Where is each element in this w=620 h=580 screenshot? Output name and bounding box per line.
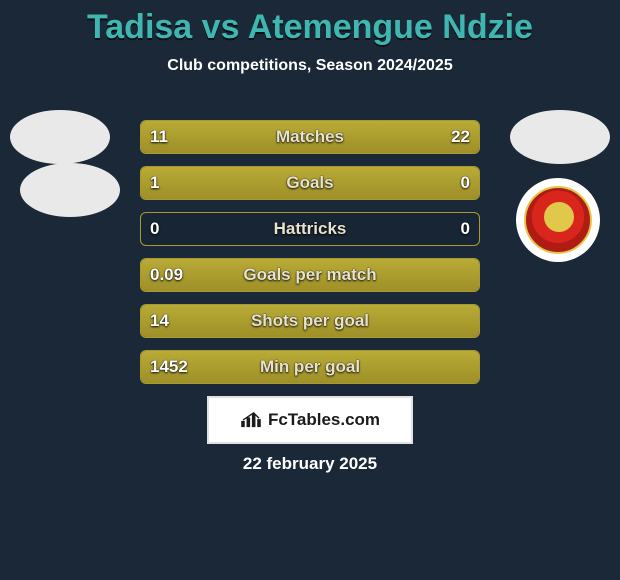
credit-banner: FcTables.com [207, 396, 413, 444]
stat-value-right: 0 [461, 212, 470, 246]
comparison-card: Tadisa vs Atemengue Ndzie Club competiti… [0, 0, 620, 580]
stat-row: Hattricks0 0 [140, 212, 480, 246]
stat-row: Goals per match0.09 [140, 258, 480, 292]
team-badge-right-1 [510, 110, 610, 164]
stat-value-left: 1452 [150, 350, 188, 384]
title-player-left: Tadisa [87, 8, 192, 46]
stat-label: Shots per goal [140, 304, 480, 338]
club-crest-icon [524, 186, 592, 254]
stat-value-left: 11 [150, 120, 168, 154]
stat-value-left: 0.09 [150, 258, 183, 292]
stat-label: Goals [140, 166, 480, 200]
stat-row: Shots per goal14 [140, 304, 480, 338]
stat-value-right: 22 [451, 120, 470, 154]
stat-value-left: 1 [150, 166, 159, 200]
stat-label: Goals per match [140, 258, 480, 292]
team-badge-right-2 [516, 178, 600, 262]
stat-label: Min per goal [140, 350, 480, 384]
title-vs: vs [202, 8, 240, 46]
stat-row: Min per goal1452 [140, 350, 480, 384]
page-title: Tadisa vs Atemengue Ndzie [0, 8, 620, 47]
stat-value-left: 14 [150, 304, 169, 338]
subtitle: Club competitions, Season 2024/2025 [0, 57, 620, 75]
stat-value-left: 0 [150, 212, 159, 246]
stat-row: Matches11 22 [140, 120, 480, 154]
team-badge-left-2 [20, 163, 120, 217]
stats-bars: Matches1122Goals10Hattricks00Goals per m… [140, 120, 480, 396]
bars-icon [240, 412, 262, 428]
stat-row: Goals1 0 [140, 166, 480, 200]
title-player-right: Atemengue Ndzie [248, 8, 533, 46]
stat-value-right: 0 [461, 166, 470, 200]
credit-text: FcTables.com [268, 410, 380, 430]
stat-label: Hattricks [140, 212, 480, 246]
date-label: 22 february 2025 [0, 454, 620, 474]
stat-label: Matches [140, 120, 480, 154]
team-badge-left-1 [10, 110, 110, 164]
